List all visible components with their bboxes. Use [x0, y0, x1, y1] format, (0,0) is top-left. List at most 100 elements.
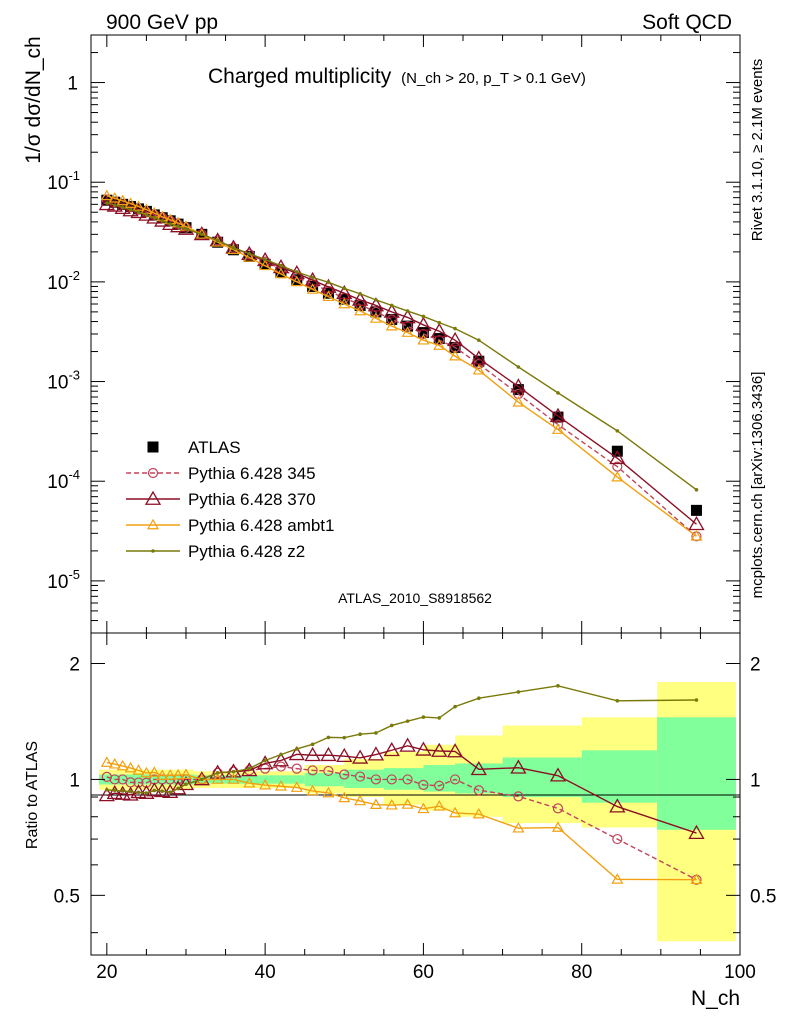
ratio-point-pythia-6-428-370 — [688, 824, 705, 839]
ratio-band-green — [193, 775, 305, 784]
point-pythia-6-428-z2 — [247, 251, 252, 256]
ratio-point-pythia-6-428-370 — [470, 760, 487, 776]
point-pythia-6-428-ambt1 — [100, 189, 113, 201]
ratio-point-pythia-6-428-370 — [399, 737, 416, 752]
point-pythia-6-428-ambt1 — [449, 349, 462, 361]
point-atlas — [473, 355, 485, 367]
point-pythia-6-428-345 — [418, 328, 429, 340]
point-pythia-6-428-z2 — [136, 210, 141, 215]
main-plot-panel: 110-110-210-310-410-5 — [47, 34, 741, 634]
point-pythia-6-428-z2 — [200, 232, 204, 237]
x-tick-label: 100 — [724, 962, 756, 983]
ratio-point-pythia-6-428-z2 — [128, 789, 133, 794]
rivet-version-text: Rivet 3.1.10, ≥ 2.1M events — [749, 59, 766, 242]
ratio-series-pythia-6-428-ambt1 — [100, 756, 703, 885]
analysis-watermark: ATLAS_2010_S8918562 — [338, 590, 492, 606]
point-pythia-6-428-z2 — [105, 201, 109, 205]
point-pythia-6-428-z2 — [176, 224, 180, 229]
ratio-point-pythia-6-428-z2 — [694, 698, 699, 702]
ratio-point-pythia-6-428-z2 — [556, 684, 560, 688]
point-pythia-6-428-ambt1 — [417, 333, 430, 345]
point-pythia-6-428-z2 — [615, 429, 620, 433]
ratio-point-pythia-6-428-z2 — [184, 782, 188, 787]
y-tick-base: 10 — [47, 472, 68, 493]
point-pythia-6-428-370 — [609, 449, 626, 465]
ratio-point-pythia-6-428-ambt1 — [259, 778, 272, 790]
point-pythia-6-428-z2 — [437, 320, 442, 325]
point-atlas — [140, 205, 152, 217]
x-tick-label: 60 — [413, 962, 434, 983]
point-pythia-6-428-ambt1 — [551, 423, 564, 434]
ratio-point-pythia-6-428-345 — [473, 785, 484, 796]
legend-label-atlas: ATLAS — [188, 438, 241, 457]
point-pythia-6-428-z2 — [453, 326, 457, 331]
point-pythia-6-428-z2 — [184, 227, 188, 231]
ratio-point-pythia-6-428-ambt1 — [385, 798, 398, 810]
y-tick-exponent: -2 — [68, 268, 80, 283]
ratio-point-pythia-6-428-345 — [323, 765, 334, 777]
ratio-point-pythia-6-428-370 — [383, 741, 400, 757]
legend-marker-pythia-6-428-ambt1 — [146, 518, 160, 530]
ratio-point-pythia-6-428-ambt1 — [124, 761, 137, 773]
point-atlas — [417, 327, 429, 339]
point-pythia-6-428-z2 — [342, 286, 347, 291]
point-pythia-6-428-z2 — [374, 298, 378, 302]
point-pythia-6-428-z2 — [112, 203, 117, 207]
ratio-point-pythia-6-428-ambt1 — [472, 807, 485, 819]
point-pythia-6-428-z2 — [421, 314, 426, 319]
point-pythia-6-428-370 — [470, 350, 487, 365]
ratio-point-pythia-6-428-370 — [304, 746, 321, 762]
ratio-point-pythia-6-428-ambt1 — [433, 800, 446, 811]
ratio-point-pythia-6-428-370 — [446, 743, 464, 758]
point-pythia-6-428-z2 — [160, 219, 165, 223]
ratio-point-pythia-6-428-ambt1 — [306, 784, 319, 796]
ratio-point-pythia-6-428-z2 — [144, 791, 149, 795]
y-tick-exponent: -1 — [68, 168, 80, 183]
ratio-point-pythia-6-428-345 — [339, 769, 350, 780]
point-pythia-6-428-ambt1 — [306, 283, 319, 294]
ratio-point-pythia-6-428-370 — [549, 767, 567, 782]
ratio-y-tick-label: 1 — [69, 770, 80, 791]
ratio-band-green — [502, 757, 582, 798]
ratio-point-pythia-6-428-z2 — [120, 789, 125, 793]
ratio-band-green — [98, 774, 194, 785]
ratio-point-pythia-6-428-z2 — [615, 699, 620, 703]
point-atlas — [322, 287, 334, 299]
point-pythia-6-428-z2 — [231, 245, 236, 250]
ratio-point-pythia-6-428-z2 — [389, 723, 394, 728]
point-pythia-6-428-ambt1 — [290, 275, 303, 287]
point-pythia-6-428-z2 — [516, 365, 521, 369]
y-tick-base: 10 — [47, 572, 68, 593]
ratio-point-pythia-6-428-ambt1 — [164, 769, 177, 780]
ratio-point-pythia-6-428-345 — [552, 803, 564, 814]
ratio-point-pythia-6-428-ambt1 — [290, 781, 303, 792]
y-axis-label-ratio: Ratio to ATLAS — [24, 741, 41, 849]
ratio-point-pythia-6-428-ambt1 — [140, 766, 153, 778]
ratio-point-pythia-6-428-345 — [418, 779, 429, 791]
point-pythia-6-428-ambt1 — [385, 319, 398, 331]
point-pythia-6-428-z2 — [694, 488, 699, 492]
y-tick-base: 10 — [47, 173, 68, 194]
point-pythia-6-428-z2 — [168, 222, 172, 226]
ratio-point-pythia-6-428-z2 — [160, 789, 165, 794]
point-atlas — [402, 320, 414, 332]
point-atlas — [552, 411, 564, 423]
ratio-point-pythia-6-428-z2 — [200, 777, 204, 782]
point-pythia-6-428-z2 — [294, 270, 299, 274]
ratio-point-pythia-6-428-ambt1 — [274, 780, 287, 791]
ratio-line-pythia-6-428-345 — [106, 765, 697, 881]
ratio-point-pythia-6-428-z2 — [421, 715, 426, 719]
legend-label-pythia-6-428-345: Pythia 6.428 345 — [188, 464, 316, 483]
point-pythia-6-428-ambt1 — [369, 312, 382, 323]
y-tick-exponent: -3 — [68, 368, 80, 383]
point-atlas — [259, 258, 271, 270]
y-tick-label: 10-5 — [47, 567, 80, 593]
point-pythia-6-428-ambt1 — [401, 326, 414, 337]
point-atlas — [690, 504, 702, 516]
ratio-point-pythia-6-428-345 — [386, 774, 397, 785]
plot-title: Charged multiplicity (N_ch > 20, p_T > 0… — [208, 65, 586, 88]
point-pythia-6-428-345 — [402, 321, 413, 332]
ratio-point-pythia-6-428-ambt1 — [690, 873, 703, 885]
ratio-point-pythia-6-428-z2 — [342, 735, 347, 740]
ratio-point-pythia-6-428-370 — [114, 785, 131, 800]
